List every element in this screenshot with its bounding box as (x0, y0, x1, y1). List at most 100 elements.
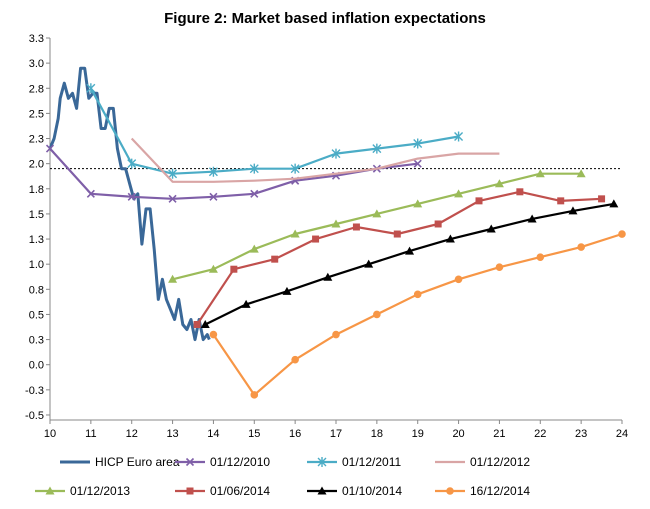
data-point (208, 264, 218, 273)
data-point (413, 290, 422, 299)
legend-item: HICP Euro area (60, 455, 180, 469)
data-point (250, 189, 259, 198)
series-2 (86, 83, 464, 179)
data-point (445, 234, 455, 243)
y-tick-label: 3.3 (29, 33, 44, 45)
legend-swatch-marker (317, 457, 327, 467)
y-tick-label: 0.5 (29, 309, 44, 321)
legend-label: 01/12/2012 (470, 455, 530, 469)
data-point (168, 194, 177, 203)
legend-label: 01/10/2014 (342, 484, 402, 498)
y-tick-label: 1.8 (29, 184, 44, 196)
x-tick-label: 15 (248, 428, 260, 440)
data-point (271, 255, 279, 263)
y-tick-label: 0.0 (29, 360, 44, 372)
series-3 (130, 137, 500, 183)
data-point (372, 209, 382, 218)
y-tick-label: 2.5 (29, 108, 44, 120)
legend-swatch-marker (185, 457, 195, 467)
series-5 (193, 188, 606, 328)
legend-item: 01/12/2013 (35, 484, 130, 498)
x-tick-label: 16 (289, 428, 301, 440)
data-point (249, 244, 259, 253)
data-point (413, 199, 423, 208)
data-point (86, 189, 95, 198)
legend-swatch-marker (317, 486, 327, 495)
series-line (89, 87, 459, 175)
data-point (168, 274, 178, 283)
legend-item: 01/12/2010 (175, 455, 270, 469)
data-point (331, 219, 341, 228)
legend-swatch-marker (446, 487, 454, 495)
data-point (454, 131, 464, 142)
data-point (576, 169, 586, 178)
data-point (168, 168, 178, 179)
data-point (250, 391, 259, 399)
data-point (45, 144, 55, 153)
data-point (352, 223, 360, 231)
data-point (86, 83, 96, 94)
x-tick-label: 17 (330, 428, 342, 440)
legend-item: 01/12/2012 (435, 455, 530, 469)
series-line (48, 66, 211, 342)
data-point (200, 320, 210, 328)
data-point (208, 166, 218, 177)
x-tick-label: 11 (85, 428, 96, 440)
data-point (536, 253, 545, 261)
data-point (434, 220, 442, 228)
data-point (209, 330, 218, 339)
data-point (516, 188, 524, 196)
data-point (454, 189, 464, 198)
y-tick-label: 2.8 (29, 83, 44, 95)
series-line (204, 202, 614, 326)
data-point (312, 235, 320, 243)
data-point (127, 158, 137, 169)
data-point (209, 192, 218, 201)
x-tick-label: 19 (412, 428, 424, 440)
legend-label: HICP Euro area (95, 455, 180, 469)
x-tick-label: 23 (575, 428, 587, 440)
data-point (618, 230, 626, 238)
y-tick-label: 1.0 (29, 259, 44, 271)
x-tick-label: 10 (44, 428, 56, 440)
y-tick-label: 1.3 (29, 234, 44, 246)
legend-swatch-marker (186, 487, 194, 495)
data-point (282, 286, 292, 295)
y-tick-label: -0.5 (25, 410, 44, 422)
legend-swatch-marker (45, 486, 55, 495)
series-line (49, 147, 418, 200)
data-point (475, 197, 483, 205)
data-point (527, 214, 537, 223)
x-tick-label: 12 (126, 428, 138, 440)
legend-label: 16/12/2014 (470, 484, 530, 498)
data-point (323, 272, 333, 281)
data-point (332, 330, 340, 339)
chart-title: Figure 2: Market based inflation expecta… (164, 10, 486, 27)
data-point (454, 275, 463, 284)
series-1 (45, 144, 422, 203)
legend-label: 01/12/2010 (210, 455, 270, 469)
series-4 (168, 169, 586, 283)
data-point (494, 179, 504, 188)
x-tick-label: 20 (452, 428, 464, 440)
legend-item: 01/06/2014 (175, 484, 270, 498)
data-point (373, 310, 381, 319)
data-point (193, 321, 201, 328)
data-point (568, 206, 578, 215)
data-point (486, 224, 496, 233)
x-tick-label: 18 (371, 428, 383, 440)
data-point (405, 246, 415, 255)
y-tick-label: 2.3 (29, 134, 44, 146)
data-point (290, 163, 300, 174)
data-point (495, 263, 504, 272)
x-tick-label: 14 (207, 428, 219, 440)
legend-item: 01/12/2011 (307, 455, 401, 469)
legend-label: 01/06/2014 (210, 484, 270, 498)
data-point (331, 148, 341, 159)
legend-item: 16/12/2014 (435, 484, 530, 498)
x-tick-label: 22 (534, 428, 546, 440)
data-point (413, 159, 422, 168)
legend-label: 01/12/2013 (70, 484, 130, 498)
